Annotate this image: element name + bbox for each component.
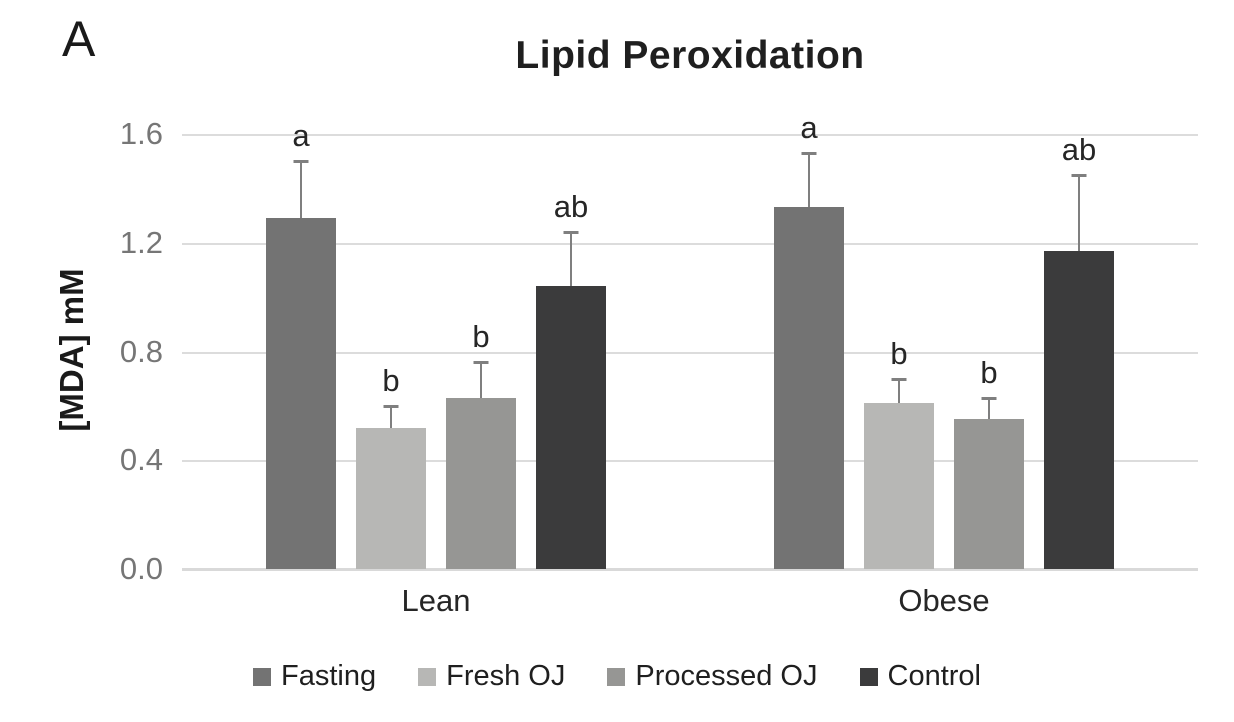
error-bar [801,152,817,208]
error-bar [473,361,489,398]
error-bar-cap [473,361,489,365]
bar-processed-oj-obese: b [954,357,1024,569]
error-bar-cap [563,230,579,234]
error-bar-cap [383,404,399,408]
gridline [182,460,1198,463]
legend-label: Control [887,660,982,692]
bar-control-obese: ab [1044,134,1114,569]
legend-item-control: Control [859,660,982,693]
chart-title: Lipid Peroxidation [515,34,865,77]
legend-label: Fresh OJ [446,660,566,692]
significance-letter: b [980,354,998,390]
y-axis-ticks: 1.6 1.2 0.8 0.4 0.0 [78,116,163,586]
significance-letter: b [472,319,490,355]
legend-item-fasting: Fasting [253,660,376,693]
gridline [182,351,1198,354]
significance-letter: ab [553,188,589,224]
significance-letter: b [890,335,908,371]
panel-letter: A [62,11,96,67]
y-tick-label: 1.6 [119,116,163,151]
legend-label: Processed OJ [635,660,818,692]
error-bar-cap [891,377,907,381]
error-bar [293,160,309,219]
error-bar [891,377,907,404]
error-bar-cap [1071,173,1087,177]
legend-swatch-icon [253,667,271,686]
bar-fasting-obese: a [774,112,844,569]
legend-swatch-icon [859,667,878,686]
bar-control-lean: ab [536,191,606,569]
error-bar-cap [293,160,309,164]
y-tick-label: 0.0 [119,551,163,586]
error-bar [383,404,399,428]
legend-swatch-icon [607,667,626,686]
error-bar-cap [801,152,817,156]
x-axis-line [182,568,1198,571]
bar-fasting-lean: a [266,120,336,569]
x-category-label-lean: Lean [401,583,471,618]
x-category-label-obese: Obese [898,583,990,618]
legend-swatch-icon [418,667,437,686]
gridline [182,242,1198,245]
significance-letter: ab [1061,131,1097,167]
legend-item-processed-oj: Processed OJ [607,660,818,693]
bar-processed-oj-lean: b [446,321,516,569]
significance-letter: a [292,118,310,154]
plot-area: a b b ab a b b ab [182,112,1198,571]
y-tick-label: 0.8 [119,333,163,369]
y-tick-label: 1.2 [119,224,163,260]
legend: Fasting Fresh OJ Processed OJ Control [0,660,1234,693]
legend-label: Fasting [281,660,377,692]
bar-fresh-oj-obese: b [864,338,934,569]
error-bar-cap [981,396,997,400]
error-bar [1071,173,1087,251]
y-tick-label: 0.4 [119,442,163,478]
bar-fresh-oj-lean: b [356,365,426,569]
legend-item-fresh-oj: Fresh OJ [418,660,565,693]
significance-letter: a [800,110,818,146]
error-bar [563,230,579,287]
significance-letter: b [382,362,400,398]
y-axis-title: [MDA] mM [53,268,90,432]
gridline [182,134,1198,136]
error-bar [981,396,997,420]
